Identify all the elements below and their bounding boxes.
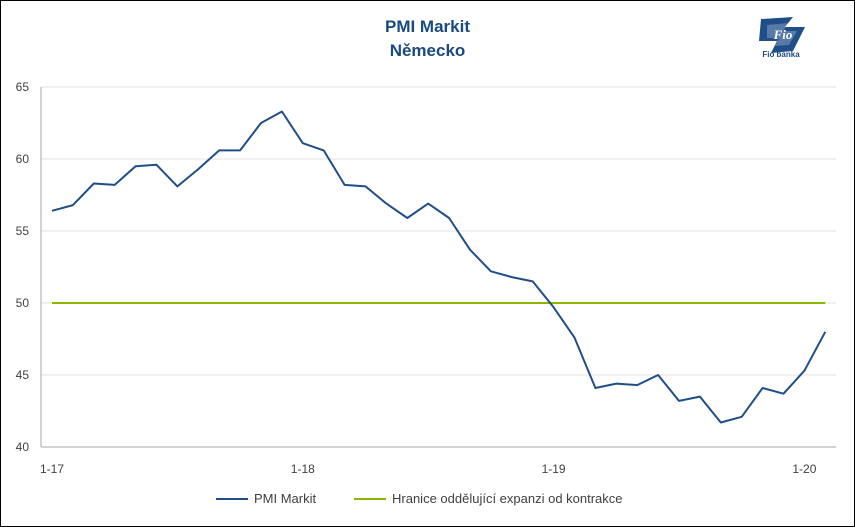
- x-tick-labels: 1-17 1-18 1-19 1-20: [40, 462, 817, 476]
- legend-swatch-pmi: [216, 497, 248, 500]
- legend-label-threshold: Hranice oddělující expanzi od kontrakce: [392, 491, 623, 506]
- y-tick-label: 65: [16, 80, 30, 94]
- legend: PMI Markit Hranice oddělující expanzi od…: [1, 491, 854, 511]
- y-tick-label: 55: [16, 224, 30, 238]
- chart-subtitle: Německo: [389, 41, 466, 60]
- svg-text:Fio: Fio: [773, 27, 793, 42]
- legend-label-pmi: PMI Markit: [254, 491, 317, 506]
- y-tick-labels: 40 45 50 55 60 65: [16, 80, 30, 454]
- fio-logo-icon: Fio: [759, 17, 805, 53]
- legend-swatch-threshold: [354, 497, 386, 500]
- series-group: [51, 110, 827, 424]
- x-tick-label: 1-19: [542, 462, 566, 476]
- y-tick-label: 60: [16, 152, 30, 166]
- y-tick-label: 50: [16, 296, 30, 310]
- x-tick-label: 1-20: [792, 462, 816, 476]
- y-tick-label: 45: [16, 368, 30, 382]
- grid-lines: [41, 86, 836, 376]
- legend-item-threshold: Hranice oddělující expanzi od kontrakce: [354, 491, 623, 506]
- axes: [40, 87, 836, 448]
- y-tick-label: 40: [16, 440, 30, 454]
- legend-item-pmi: PMI Markit: [216, 491, 316, 506]
- chart-title: PMI Markit: [384, 17, 471, 36]
- series-line-pmi: [51, 110, 827, 424]
- x-tick-label: 1-17: [40, 462, 64, 476]
- x-tick-label: 1-18: [291, 462, 315, 476]
- logo-text: Fio banka: [762, 50, 800, 59]
- line-chart: 40 45 50 55 60 65 1-17 1-18 1-19 1-20: [16, 80, 836, 476]
